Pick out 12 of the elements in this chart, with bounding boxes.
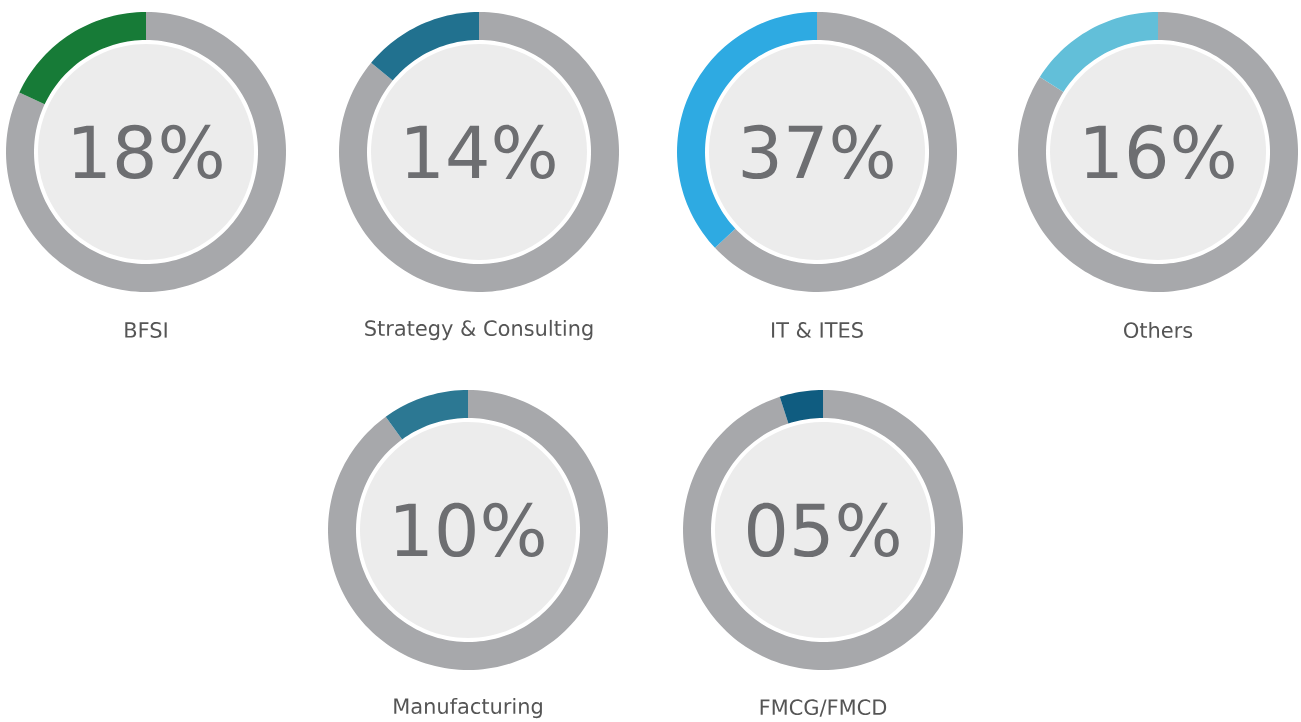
text: Others <box>1124 321 1193 339</box>
text: 10% <box>396 502 544 558</box>
text: 37% <box>742 124 893 180</box>
text: BFSI <box>125 322 167 338</box>
text: Strategy & Consulting <box>365 319 593 341</box>
text: FMCG/FMCD <box>760 699 887 717</box>
text: 14% <box>407 124 555 180</box>
text: 16% <box>1086 124 1234 180</box>
text: 05% <box>748 502 899 558</box>
text: 18% <box>74 124 222 180</box>
text: Manufacturing <box>394 697 542 719</box>
text: IT & ITES <box>772 322 863 338</box>
